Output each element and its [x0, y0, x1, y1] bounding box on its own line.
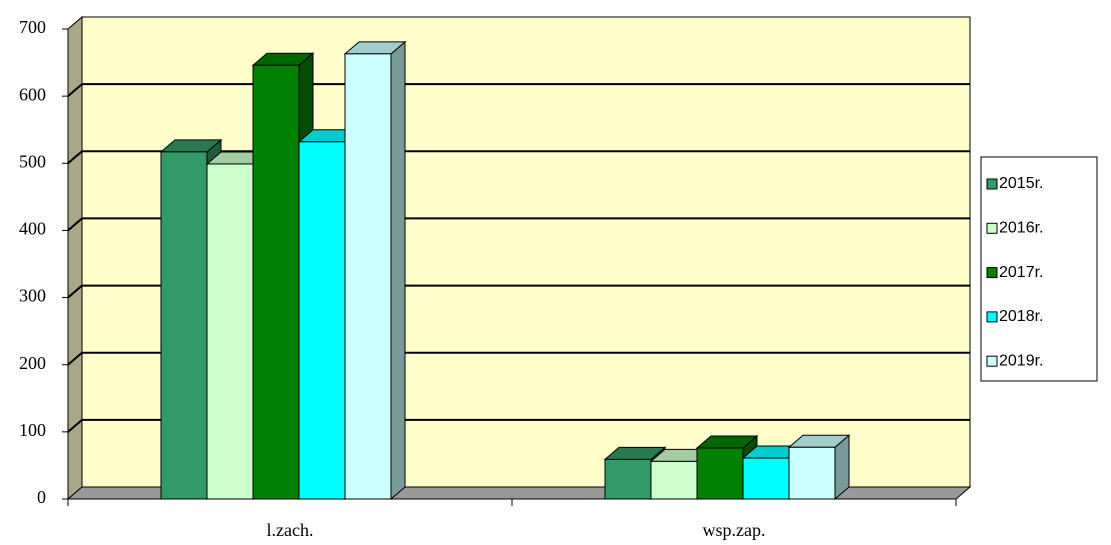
legend-label: 2017r. — [999, 264, 1043, 281]
y-tick-label: 400 — [19, 219, 46, 239]
y-tick-label: 100 — [19, 420, 46, 440]
grid-line — [67, 284, 83, 299]
bar — [788, 446, 836, 500]
bar — [650, 460, 698, 500]
legend-swatch — [986, 311, 998, 323]
bar — [252, 64, 300, 500]
x-tick-label: l.zach. — [267, 520, 314, 540]
bar — [160, 151, 208, 500]
x-tick-label: wsp.zap. — [703, 520, 766, 540]
bar — [742, 457, 790, 500]
y-tick-label: 0 — [37, 487, 46, 507]
y-tick-label: 700 — [19, 17, 46, 37]
legend-swatch — [986, 267, 998, 279]
y-tick-label: 600 — [19, 84, 46, 104]
legend-label: 2015r. — [999, 175, 1043, 192]
y-tick-label: 200 — [19, 353, 46, 373]
legend-swatch — [986, 355, 998, 367]
legend-swatch — [986, 222, 998, 234]
legend-box — [980, 156, 1098, 382]
grid-line — [67, 150, 83, 165]
y-tick-label: 500 — [19, 151, 46, 171]
bar — [298, 141, 346, 500]
legend-swatch — [986, 178, 998, 190]
grid-line — [67, 83, 83, 97]
legend-label: 2018r. — [999, 308, 1043, 325]
bar — [604, 458, 652, 500]
grid-line — [67, 217, 83, 232]
bar — [344, 53, 392, 500]
y-tick-label: 300 — [19, 286, 46, 306]
grid-line — [67, 351, 83, 366]
grid-line — [67, 419, 83, 433]
legend-label: 2016r. — [999, 220, 1043, 237]
bar — [696, 447, 744, 500]
legend-label: 2019r. — [999, 352, 1043, 369]
bar-side — [390, 40, 406, 501]
bar — [206, 163, 254, 500]
